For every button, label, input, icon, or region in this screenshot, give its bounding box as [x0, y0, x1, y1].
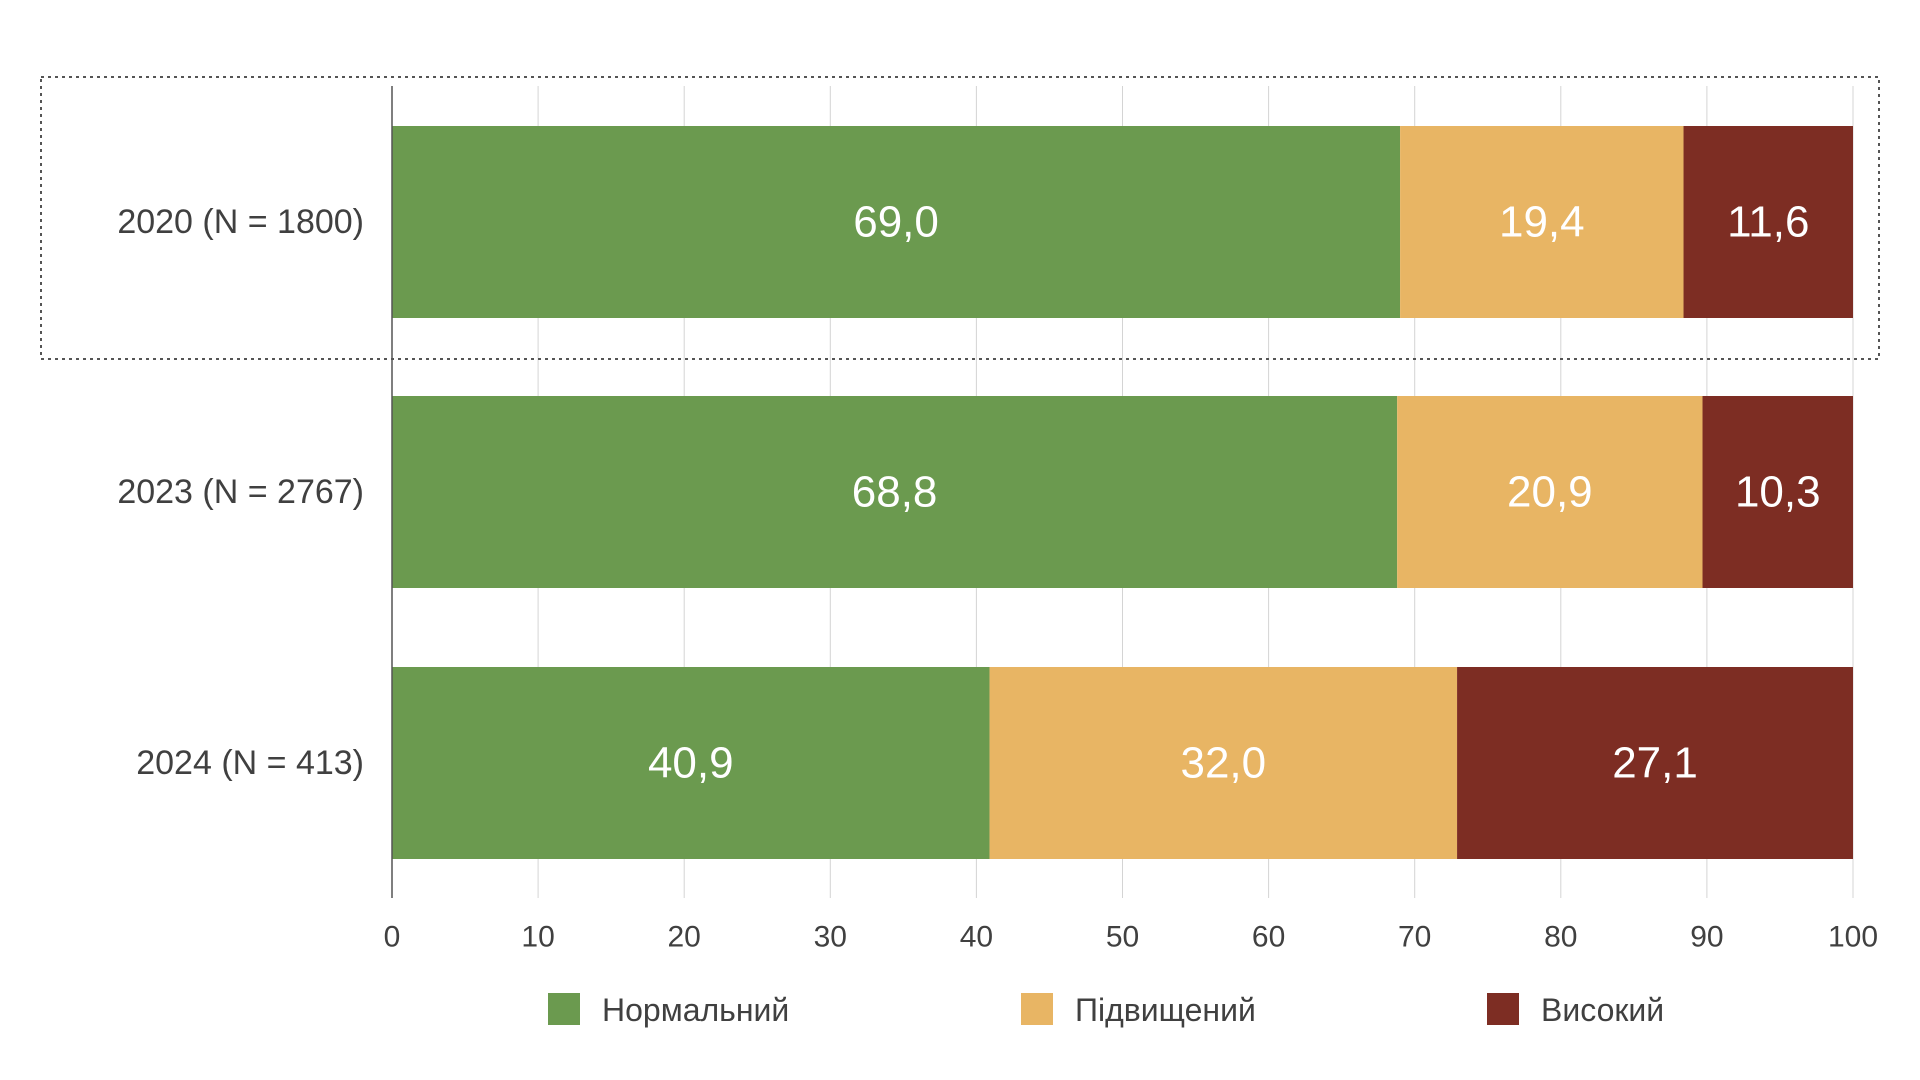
bar-segment-2024-n-413-series-2[interactable]: [1457, 667, 1853, 859]
bar-segment-2023-n-2767-series-2[interactable]: [1702, 396, 1853, 588]
legend-label[interactable]: Нормальний: [602, 992, 789, 1028]
legend-swatch-0[interactable]: [548, 993, 580, 1025]
data-label: 27,1: [1612, 739, 1698, 788]
legend-label[interactable]: Підвищений: [1075, 992, 1256, 1028]
x-tick-label: 90: [1690, 921, 1723, 954]
axes: 2020 (N = 1800) 2023 (N = 2767) 2024 (N = …: [117, 86, 1878, 954]
data-label: 40,9: [648, 739, 734, 788]
legend-swatch-1[interactable]: [1021, 993, 1053, 1025]
x-tick-label: 20: [668, 921, 701, 954]
category-label: 2023 (N = 2767): [117, 473, 364, 511]
data-label: 32,0: [1180, 739, 1266, 788]
selected-category-highlight: [40, 76, 1880, 360]
x-tick-label: 100: [1828, 921, 1878, 954]
bars: 69,0 19,4 11,6 68,8 20,9 10,3 40,9 32,0 27,1: [392, 126, 1853, 859]
legend-swatch-2[interactable]: [1487, 993, 1519, 1025]
x-tick-label: 40: [960, 921, 993, 954]
data-label: 68,8: [852, 468, 938, 517]
data-label: 19,4: [1499, 198, 1585, 247]
selection-highlight: [40, 76, 1880, 360]
bar-segment-2020-n-1800-series-2[interactable]: [1683, 126, 1853, 318]
data-label: 10,3: [1735, 468, 1821, 517]
data-label: 69,0: [853, 198, 939, 247]
bar-segment-2024-n-413-series-1[interactable]: [989, 667, 1458, 859]
x-tick-label: 80: [1544, 921, 1577, 954]
bar-segment-2020-n-1800-series-1[interactable]: [1400, 126, 1684, 318]
x-tick-label: 70: [1398, 921, 1431, 954]
legend: Нормальний Підвищений Високий: [548, 992, 1664, 1028]
category-label: 2020 (N = 1800): [117, 203, 364, 241]
x-tick-label: 30: [814, 921, 847, 954]
bar-segment-2023-n-2767-series-1[interactable]: [1397, 396, 1703, 588]
data-label: 20,9: [1507, 468, 1593, 517]
x-tick-label: 10: [521, 921, 554, 954]
category-label: 2024 (N = 413): [136, 744, 364, 782]
bar-segment-2020-n-1800-series-0[interactable]: [392, 126, 1401, 318]
data-label: 11,6: [1727, 198, 1809, 247]
bar-segment-2023-n-2767-series-0[interactable]: [392, 396, 1398, 588]
x-tick-label: 50: [1106, 921, 1139, 954]
bar-segment-2024-n-413-series-0[interactable]: [392, 667, 990, 859]
legend-label[interactable]: Високий: [1541, 992, 1664, 1028]
x-tick-label: 60: [1252, 921, 1285, 954]
x-tick-label: 0: [384, 921, 401, 954]
